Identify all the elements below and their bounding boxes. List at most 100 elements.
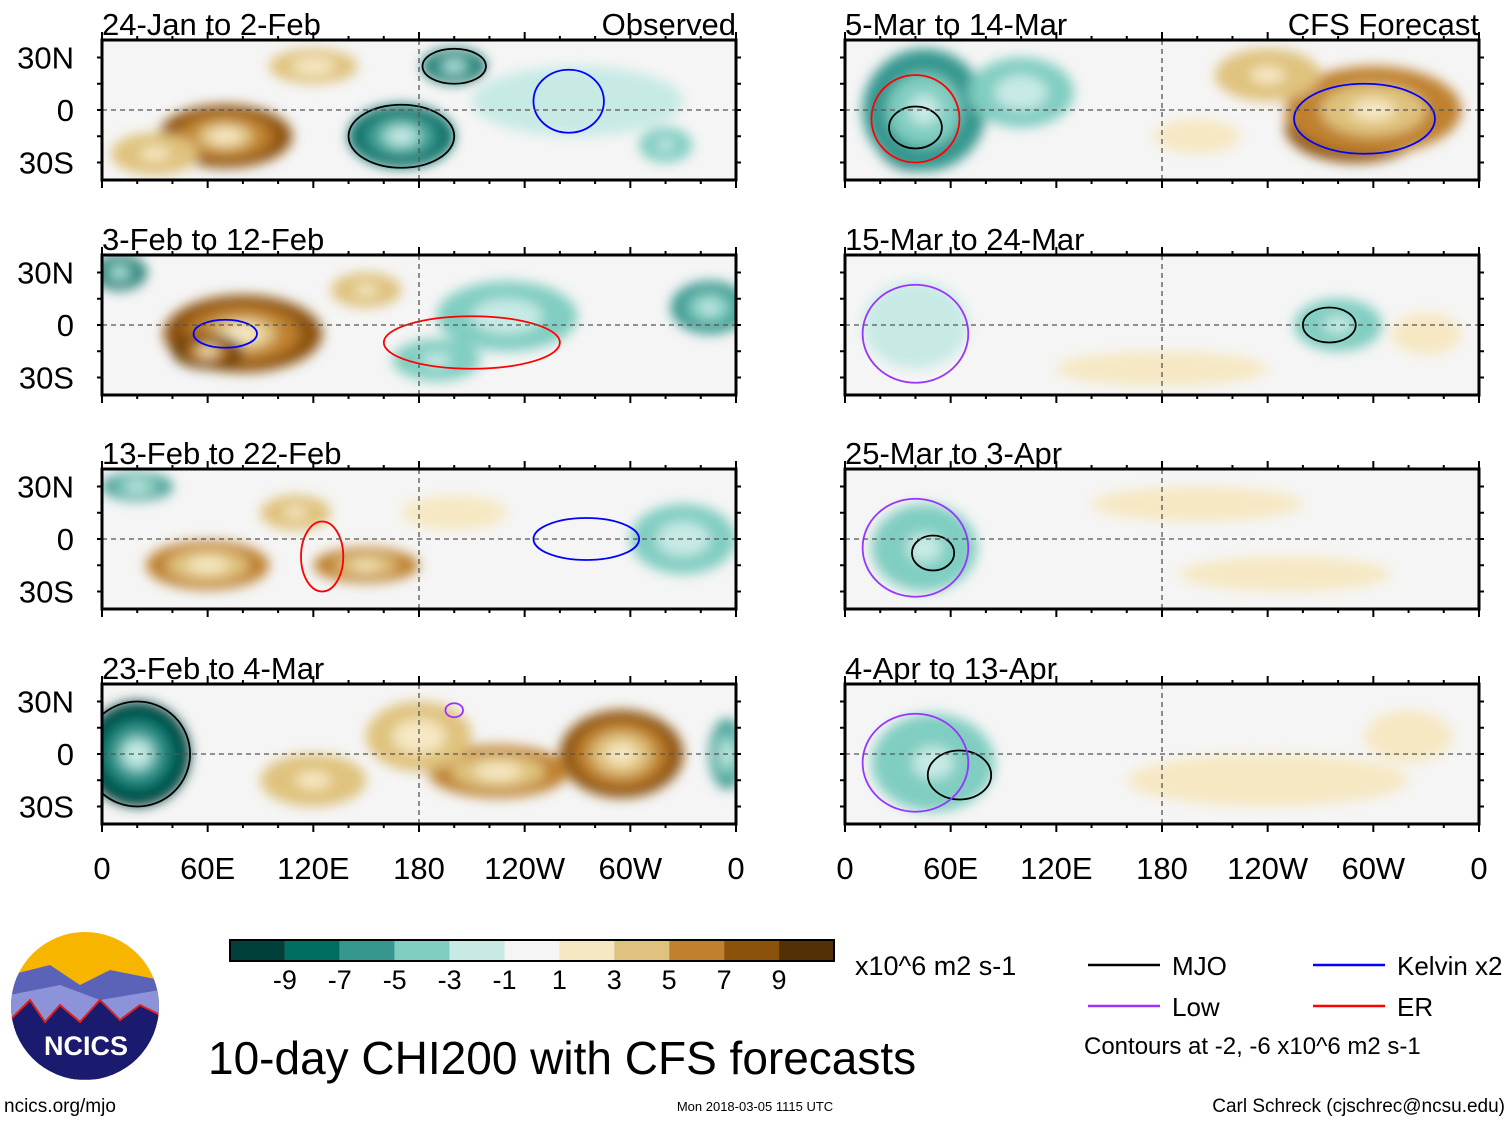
colorbar-tick-label: -3 [438,965,462,995]
colorbar-units: x10^6 m2 s-1 [855,951,1016,981]
anomaly-shading [388,128,415,145]
anomaly-shading [291,57,336,75]
legend-label: Low [1172,992,1220,1022]
anomaly-shading [295,771,331,789]
colorbar-tick-label: 7 [717,965,732,995]
lon-tick-label: 120E [1020,851,1092,886]
lat-tick-label: 0 [57,93,74,128]
low-contour [861,712,970,813]
colorbar-swatch [724,940,779,961]
anomaly-shading [1179,556,1391,592]
anomaly-shading [352,560,380,570]
low-contour [444,702,464,719]
anomaly-shading [471,66,684,137]
anomaly-shading [606,743,637,765]
anomaly-shading [1250,66,1286,84]
map-panel: 15-Mar to 24-Mar [840,222,1484,403]
anomaly-shading [908,94,940,126]
lon-tick-label: 120E [277,851,349,886]
panel-period-label: 23-Feb to 4-Mar [102,651,324,686]
lat-tick-label: 30N [17,41,74,76]
colorbar-swatch [779,940,834,961]
anomaly-shading [656,139,675,151]
anomaly-shading [421,353,452,367]
colorbar: -9 -7 -5 -3 -1 1 3 5 7 9 [229,939,835,995]
mjo-contour [1301,306,1357,344]
colorbar-swatch [449,940,505,961]
anomaly-shading [140,146,170,161]
anomaly-shading [994,75,1048,110]
lat-tick-label: 30N [17,470,74,505]
anomaly-shading [208,128,243,145]
lat-tick-label: 30S [19,146,74,181]
footer-credit: Carl Schreck (cjschrec@ncsu.edu) [1212,1096,1505,1117]
colorbar-tick-label: 3 [607,965,622,995]
mjo-contour [911,534,956,572]
anomaly-shading [656,521,710,557]
lon-tick-label: 60W [598,851,662,886]
anomaly-shading [699,300,720,315]
anomaly-shading [446,61,463,71]
anomaly-shading [401,495,508,531]
map-panel: 13-Feb to 22-Feb 30N 0 30S [17,436,741,617]
anomaly-shading [124,740,151,768]
footer-url[interactable]: ncics.org/mjo [4,1096,116,1117]
anomaly-shading [354,284,378,296]
kelvin-contour [192,318,258,349]
anomaly-shading [1126,754,1409,807]
low-contour [861,497,970,598]
colorbar-swatch [230,940,285,961]
legend-label: MJO [1172,951,1227,981]
anomaly-shading [474,762,522,781]
lat-tick-label: 0 [57,737,74,772]
lat-tick-label: 30S [19,790,74,825]
kelvin-contour [532,517,641,561]
mjo-contour [926,749,993,801]
colorbar-swatch [559,940,615,961]
panel-period-label: 13-Feb to 22-Feb [102,436,342,471]
anomaly-shading [187,557,229,574]
anomaly-shading [1390,312,1462,355]
lat-tick-label: 30N [17,256,74,291]
anomaly-shading [125,481,149,492]
lon-tick-label: 60W [1341,851,1405,886]
colorbar-tick-label: -5 [383,965,407,995]
column-header: CFS Forecast [1288,7,1480,42]
map-panel: 25-Mar to 3-Apr [840,436,1484,617]
lon-tick-label: 0 [1470,851,1487,886]
anomaly-shading [113,268,127,277]
colorbar-tick-label: -9 [273,965,297,995]
er-contour [382,315,561,370]
colorbar-swatch [669,940,725,961]
lat-tick-label: 30S [19,575,74,610]
lon-tick-label: 120W [1227,851,1309,886]
colorbar-tick-label: 1 [552,965,567,995]
panel-period-label: 15-Mar to 24-Mar [845,222,1084,257]
anomaly-shading [198,346,217,356]
figure-title: 10-day CHI200 with CFS forecasts [208,1032,916,1084]
anomaly-shading [1323,316,1353,334]
colorbar-tick-label: -1 [492,965,516,995]
anomaly-shading [392,719,446,754]
lat-tick-label: 0 [57,522,74,557]
footer-timestamp: Mon 2018-03-05 1115 UTC [677,1099,833,1114]
lat-tick-label: 30N [17,685,74,720]
colorbar-swatch [504,940,560,961]
panel-period-label: 25-Mar to 3-Apr [845,436,1062,471]
anomaly-shading [862,281,969,369]
panel-period-label: 5-Mar to 14-Mar [845,7,1067,42]
mjo-contour [421,47,487,85]
contour-note: Contours at -2, -6 x10^6 m2 s-1 [1084,1033,1421,1060]
colorbar-tick-label: 9 [771,965,786,995]
mjo-contour [102,700,191,808]
anomaly-shading [223,324,263,344]
lat-tick-label: 30S [19,361,74,396]
lon-tick-label: 180 [393,851,445,886]
colorbar-swatch [394,940,450,961]
panel-period-label: 24-Jan to 2-Feb [102,7,321,42]
lon-tick-label: 180 [1136,851,1188,886]
map-panel: 23-Feb to 4-Mar 30N 0 30S [17,651,741,832]
map-panel: 24-Jan to 2-Feb Observed 30N 0 30S [17,7,741,188]
lon-tick-label: 0 [93,851,110,886]
